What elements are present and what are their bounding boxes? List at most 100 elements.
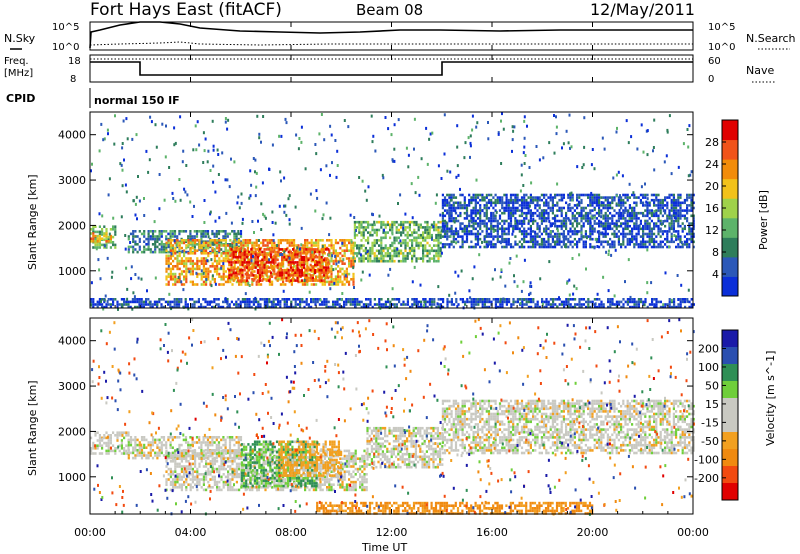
range-cell: [240, 192, 243, 196]
range-cell: [476, 209, 480, 212]
range-cell: [505, 245, 508, 249]
range-cell: [378, 257, 381, 260]
range-cell: [277, 246, 280, 250]
range-cell: [173, 239, 176, 243]
range-cell: [341, 272, 344, 276]
range-cell: [527, 298, 530, 301]
range-cell: [213, 254, 216, 258]
range-cell: [250, 250, 253, 254]
range-cell: [464, 141, 467, 145]
range-cell: [509, 214, 513, 218]
range-cell: [602, 217, 605, 220]
range-cell: [646, 219, 649, 223]
range-cell: [540, 232, 543, 236]
range-cell: [677, 165, 680, 169]
range-cell: [286, 254, 289, 258]
range-cell: [692, 217, 695, 220]
range-cell: [487, 217, 491, 220]
range-cell: [330, 257, 333, 260]
range-cell: [426, 300, 429, 304]
range-cell: [606, 224, 609, 228]
range-cell: [670, 200, 673, 204]
range-cell: [576, 211, 579, 215]
range-cell: [604, 240, 607, 244]
range-cell: [317, 259, 320, 263]
range-cell: [341, 254, 344, 258]
range-cell: [679, 211, 682, 215]
range-cell: [195, 235, 199, 238]
range-cell: [307, 279, 310, 282]
range-cell: [580, 227, 583, 231]
range-cell: [345, 257, 348, 260]
range-cell: [185, 275, 188, 278]
range-cell: [591, 237, 594, 241]
range-cell: [242, 246, 245, 250]
range-cell: [617, 219, 620, 223]
range-cell: [180, 283, 183, 286]
range-cell: [230, 266, 233, 269]
range-cell: [211, 274, 214, 278]
range-cell: [513, 280, 516, 284]
range-cell: [468, 201, 471, 205]
range-cell: [208, 300, 211, 304]
range-cell: [501, 112, 503, 116]
range-cell: [426, 254, 429, 258]
range-cell: [472, 222, 475, 225]
range-cell: [400, 223, 403, 227]
range-cell: [679, 303, 682, 306]
range-cell: [620, 196, 623, 199]
range-cell: [218, 239, 221, 242]
range-cell: [167, 232, 170, 236]
range-cell: [321, 239, 324, 242]
range-cell: [525, 300, 528, 304]
range-cell: [376, 303, 379, 306]
range-cell: [626, 193, 629, 197]
range-cell: [96, 305, 99, 309]
range-cell: [240, 241, 243, 245]
range-cell: [292, 255, 295, 259]
range-cell: [222, 278, 225, 281]
range-cell: [292, 261, 295, 264]
range-cell: [509, 219, 513, 223]
range-cell: [279, 278, 282, 281]
range-cell: [686, 209, 689, 212]
range-cell: [456, 145, 459, 149]
range-cell: [143, 250, 146, 254]
range-cell: [413, 231, 416, 234]
range-cell: [251, 280, 254, 284]
range-cell: [203, 149, 206, 153]
range-cell: [353, 241, 356, 245]
range-cell: [296, 279, 299, 282]
range-cell: [481, 230, 484, 233]
range-cell: [278, 134, 281, 138]
range-cell: [635, 211, 638, 215]
range-cell: [655, 235, 658, 238]
range-cell: [688, 245, 691, 249]
range-cell: [648, 243, 651, 246]
range-cell: [558, 235, 561, 238]
range-cell: [221, 151, 224, 155]
range-cell: [485, 206, 488, 210]
range-cell: [134, 300, 137, 304]
range-cell: [529, 235, 532, 238]
range-cell: [507, 232, 510, 236]
range-cell: [227, 257, 230, 260]
range-cell: [587, 219, 590, 223]
range-cell: [538, 230, 541, 233]
range-cell: [339, 278, 342, 281]
range-cell: [672, 219, 675, 223]
range-cell: [524, 154, 527, 157]
range-cell: [322, 213, 325, 217]
range-cell: [154, 243, 157, 246]
range-cell: [169, 232, 172, 236]
range-cell: [252, 157, 255, 160]
range-cell: [611, 214, 614, 218]
beam-label: Beam 08: [356, 1, 423, 19]
range-cell: [173, 303, 176, 306]
range-cell: [465, 204, 469, 207]
range-cell: [285, 276, 288, 280]
range-cell: [509, 198, 513, 202]
range-cell: [362, 303, 365, 306]
range-cell: [214, 282, 217, 286]
range-cell: [373, 241, 376, 245]
